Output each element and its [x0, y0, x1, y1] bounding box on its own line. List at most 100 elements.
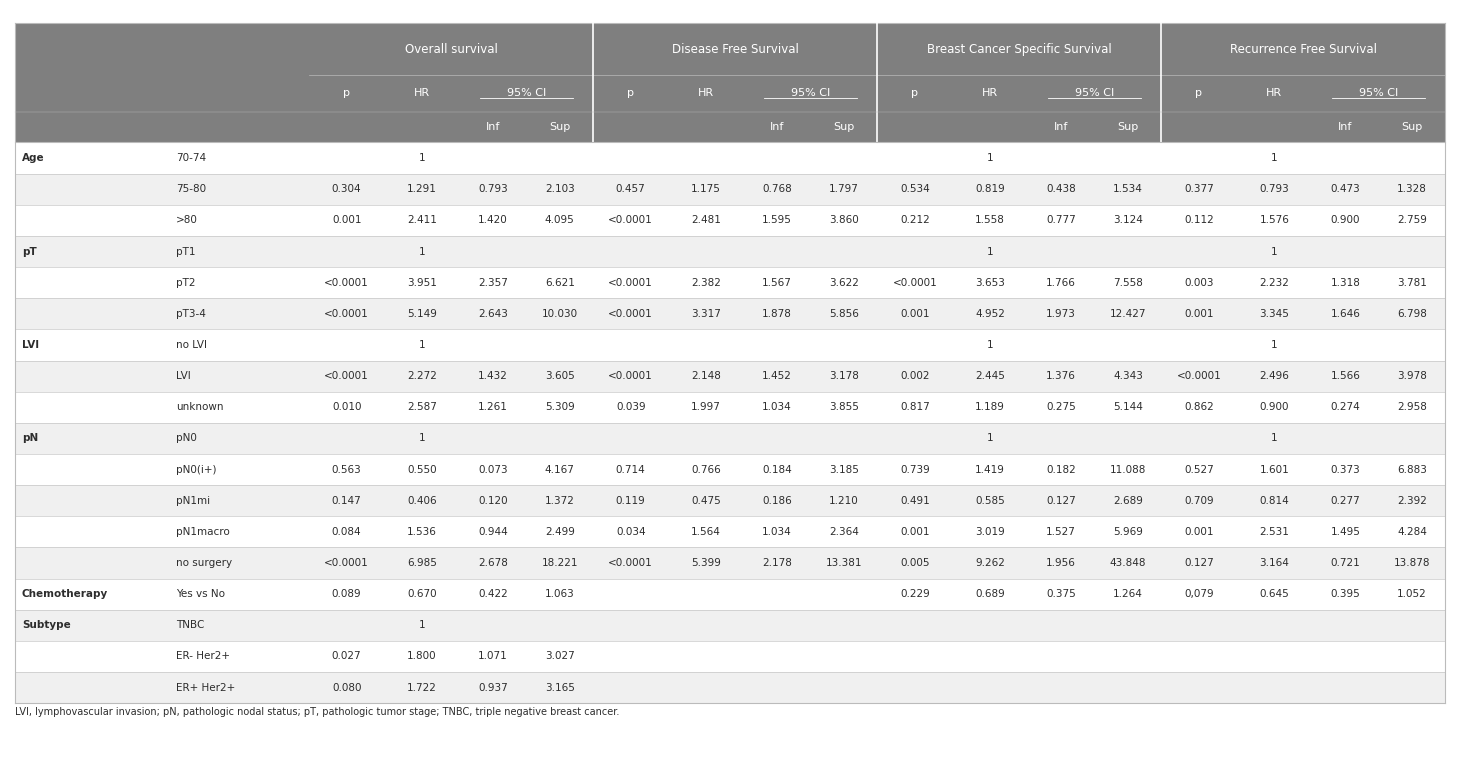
Text: TNBC: TNBC	[177, 620, 204, 630]
Text: 6.883: 6.883	[1397, 464, 1426, 475]
Text: 1.601: 1.601	[1260, 464, 1289, 475]
Text: pT3-4: pT3-4	[177, 309, 206, 319]
Text: 0.527: 0.527	[1184, 464, 1213, 475]
Bar	[1161, 112, 1237, 142]
Text: 0.793: 0.793	[477, 184, 508, 195]
Text: 5.856: 5.856	[829, 309, 858, 319]
Text: 95% CI: 95% CI	[1359, 88, 1399, 99]
Text: 0.073: 0.073	[477, 464, 508, 475]
Bar	[1161, 75, 1237, 112]
Text: Inf: Inf	[1339, 122, 1352, 133]
Text: 1.432: 1.432	[477, 371, 508, 381]
Text: 0.034: 0.034	[616, 527, 645, 537]
Text: 2.148: 2.148	[691, 371, 721, 381]
Bar	[877, 75, 952, 112]
Text: 0.721: 0.721	[1330, 558, 1361, 568]
Text: 0.473: 0.473	[1330, 184, 1361, 195]
Text: 2.958: 2.958	[1397, 402, 1426, 412]
Text: LVI, lymphovascular invasion; pN, pathologic nodal status; pT, pathologic tumor : LVI, lymphovascular invasion; pN, pathol…	[15, 707, 619, 717]
Text: 6.621: 6.621	[545, 277, 575, 288]
Text: 1.328: 1.328	[1397, 184, 1426, 195]
Text: 18.221: 18.221	[542, 558, 578, 568]
Text: Chemotherapy: Chemotherapy	[22, 589, 108, 599]
Text: 0.709: 0.709	[1184, 496, 1213, 506]
Text: Disease Free Survival: Disease Free Survival	[672, 43, 799, 55]
Text: Age: Age	[22, 153, 44, 163]
Text: 0.274: 0.274	[1330, 402, 1361, 412]
Text: Inf: Inf	[769, 122, 784, 133]
Text: 0.377: 0.377	[1184, 184, 1213, 195]
Bar	[15, 267, 1445, 298]
Bar	[669, 112, 743, 142]
Text: 0.670: 0.670	[407, 589, 437, 599]
Text: 5.309: 5.309	[545, 402, 575, 412]
Text: 3.653: 3.653	[975, 277, 1004, 288]
Text: 1: 1	[419, 153, 425, 163]
Text: 0.793: 0.793	[1260, 184, 1289, 195]
Text: 1.420: 1.420	[477, 215, 508, 225]
Text: 1.189: 1.189	[975, 402, 1004, 412]
Text: 3.345: 3.345	[1260, 309, 1289, 319]
Text: 1: 1	[987, 434, 993, 444]
Text: 0.003: 0.003	[1184, 277, 1213, 288]
Text: 0.550: 0.550	[407, 464, 437, 475]
Text: 6.985: 6.985	[407, 558, 437, 568]
Text: 1: 1	[419, 247, 425, 257]
Text: 0.182: 0.182	[1047, 464, 1076, 475]
Text: 3.178: 3.178	[829, 371, 858, 381]
Text: 1.063: 1.063	[545, 589, 575, 599]
Text: 1.595: 1.595	[762, 215, 791, 225]
Text: 0.777: 0.777	[1047, 215, 1076, 225]
Text: 0.080: 0.080	[331, 683, 362, 692]
Text: 7.558: 7.558	[1113, 277, 1143, 288]
Text: 5.144: 5.144	[1113, 402, 1143, 412]
Text: 3.185: 3.185	[829, 464, 858, 475]
Text: Inf: Inf	[1054, 122, 1069, 133]
Text: 0.212: 0.212	[899, 215, 930, 225]
Text: <0.0001: <0.0001	[1177, 371, 1222, 381]
Text: 2.531: 2.531	[1260, 527, 1289, 537]
Bar	[15, 142, 1445, 174]
Text: 1.646: 1.646	[1330, 309, 1361, 319]
Text: LVI: LVI	[22, 340, 39, 350]
Text: 1: 1	[1272, 340, 1278, 350]
Text: 0.001: 0.001	[331, 215, 362, 225]
Text: 0.127: 0.127	[1047, 496, 1076, 506]
Bar	[1313, 75, 1445, 112]
Text: 9.262: 9.262	[975, 558, 1004, 568]
Text: 1.291: 1.291	[407, 184, 437, 195]
Text: 2.678: 2.678	[477, 558, 508, 568]
Text: 0.005: 0.005	[901, 558, 930, 568]
Text: 2.103: 2.103	[545, 184, 575, 195]
Text: 2.232: 2.232	[1260, 277, 1289, 288]
Bar	[1028, 112, 1095, 142]
Text: 1.452: 1.452	[762, 371, 791, 381]
Text: 2.392: 2.392	[1397, 496, 1426, 506]
Text: 0.534: 0.534	[899, 184, 930, 195]
Text: p: p	[1196, 88, 1203, 99]
Text: 0.395: 0.395	[1330, 589, 1361, 599]
Text: 0.373: 0.373	[1330, 464, 1361, 475]
Text: 0.127: 0.127	[1184, 558, 1213, 568]
Text: 1.722: 1.722	[407, 683, 437, 692]
Text: 4.284: 4.284	[1397, 527, 1426, 537]
Text: Breast Cancer Specific Survival: Breast Cancer Specific Survival	[927, 43, 1111, 55]
Text: 2.496: 2.496	[1260, 371, 1289, 381]
Text: 1.956: 1.956	[1047, 558, 1076, 568]
Text: 1.210: 1.210	[829, 496, 858, 506]
Bar	[527, 112, 593, 142]
Bar	[1378, 112, 1445, 142]
Text: 1.797: 1.797	[829, 184, 858, 195]
Bar	[15, 641, 1445, 672]
Text: 1.376: 1.376	[1047, 371, 1076, 381]
Bar	[15, 423, 1445, 454]
Text: 2.587: 2.587	[407, 402, 437, 412]
Text: Sup: Sup	[834, 122, 854, 133]
Text: 0.739: 0.739	[899, 464, 930, 475]
Bar	[310, 112, 384, 142]
Bar	[15, 112, 310, 142]
Text: 0.457: 0.457	[616, 184, 645, 195]
Text: Subtype: Subtype	[22, 620, 70, 630]
Text: 3.622: 3.622	[829, 277, 858, 288]
Text: <0.0001: <0.0001	[324, 371, 369, 381]
